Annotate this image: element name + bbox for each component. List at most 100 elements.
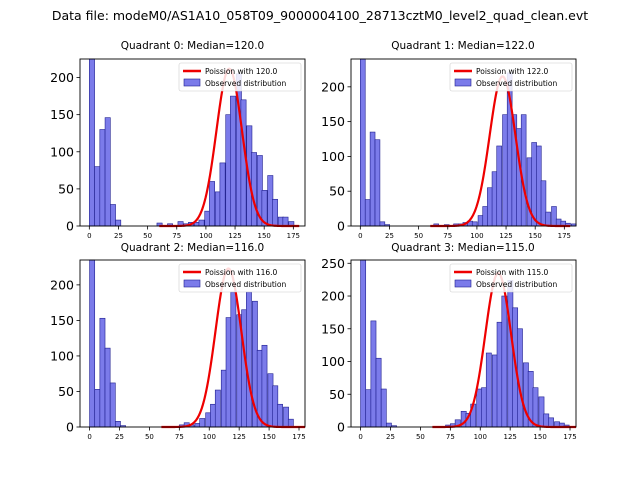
histogram-bar (491, 354, 498, 428)
y-tick-label: 0 (66, 219, 74, 234)
x-tick-label: 75 (446, 433, 455, 441)
histogram-bar (115, 421, 121, 428)
legend-hist-swatch (454, 279, 472, 288)
histogram-bar (219, 162, 226, 227)
histogram-bar (104, 117, 111, 227)
histogram-bar (230, 291, 237, 428)
histogram-bar (379, 221, 386, 227)
x-tick-label: 150 (529, 232, 542, 240)
histogram-bar (110, 204, 116, 227)
y-tick-label: 200 (50, 70, 74, 85)
x-tick-label: 25 (114, 232, 123, 240)
histogram-bar (374, 139, 381, 227)
y-tick-label: 50 (329, 184, 345, 199)
histogram-bar (502, 114, 508, 227)
legend-hist-swatch (183, 279, 201, 288)
axes-frame (350, 58, 577, 227)
histogram-bar (477, 215, 484, 227)
y-tick-label: 100 (50, 144, 74, 159)
y-tick-label: 200 (50, 277, 74, 292)
histogram-bar (194, 423, 201, 428)
histogram-bar (240, 99, 247, 227)
quadrant-2-legend: Poission with 116.0 Observed distributio… (178, 263, 302, 293)
x-tick-label: 25 (385, 232, 394, 240)
quadrant-0-title: Quadrant 0: Median=120.0 (121, 40, 264, 52)
y-tick-label: 200 (321, 289, 345, 304)
y-tick-label: 250 (321, 256, 345, 271)
histogram-bar (370, 320, 377, 428)
histogram-bar (99, 129, 106, 227)
histogram-bar (199, 418, 206, 428)
histogram-bar (287, 418, 294, 428)
quadrant-2-title: Quadrant 2: Median=116.0 (121, 242, 264, 254)
x-tick-label: 75 (443, 232, 452, 240)
legend-hist-label: Observed distribution (476, 79, 557, 88)
quadrant-1-legend: Poission with 122.0 Observed distributio… (449, 62, 573, 92)
histogram-bar (89, 58, 95, 227)
histogram-bar (540, 180, 547, 227)
y-tick-label: 50 (58, 384, 74, 399)
histogram-bar (536, 145, 542, 227)
axes-frame (350, 259, 577, 428)
histogram-bar (99, 317, 106, 428)
histogram-bar (496, 321, 503, 428)
histogram-bar (277, 403, 283, 428)
y-tick-label: 0 (337, 420, 345, 435)
y-tick-label: 150 (321, 321, 345, 336)
histogram-bar (487, 187, 493, 227)
histogram-bar (115, 219, 122, 227)
y-tick-label: 0 (337, 219, 345, 234)
quadrant-0-legend: Poission with 120.0 Observed distributio… (178, 62, 302, 92)
histogram-bar (251, 152, 257, 227)
legend-hist-label: Observed distribution (205, 79, 286, 88)
histogram-bar (491, 171, 498, 227)
histogram-bar (545, 211, 551, 227)
histogram-bar (471, 221, 478, 227)
histogram-bar (551, 206, 557, 227)
x-tick-label: 75 (175, 433, 184, 441)
x-tick-label: 175 (563, 433, 576, 441)
histogram-bar (485, 352, 492, 428)
histogram-bar (230, 95, 236, 227)
histogram-bar (94, 389, 101, 428)
legend-hist-swatch (183, 78, 201, 87)
histogram-bar (364, 199, 371, 227)
histogram-bar (225, 317, 232, 428)
y-tick-label: 150 (50, 107, 74, 122)
x-tick-label: 150 (533, 433, 546, 441)
figure-title: Data file: modeM0/AS1A10_058T09_90000041… (52, 8, 588, 23)
y-tick-label: 200 (321, 79, 345, 94)
x-tick-label: 25 (115, 433, 124, 441)
x-tick-label: 125 (228, 232, 241, 240)
y-tick-label: 100 (321, 149, 345, 164)
y-tick-label: 50 (329, 387, 345, 402)
x-tick-label: 175 (287, 232, 300, 240)
quadrant-1-title: Quadrant 1: Median=122.0 (391, 40, 534, 52)
x-tick-label: 100 (203, 433, 216, 441)
x-tick-label: 75 (172, 232, 181, 240)
histogram-bar (104, 347, 111, 428)
y-tick-label: 100 (50, 348, 74, 363)
x-tick-label: 0 (358, 433, 362, 441)
quadrant-2-panel: Quadrant 2: Median=116.0 0 25 50 75 100 125 15… (50, 242, 306, 441)
x-tick-label: 150 (262, 433, 275, 441)
histogram-bar (267, 373, 274, 428)
x-tick-label: 175 (292, 433, 305, 441)
histogram-bar (89, 259, 96, 428)
axes-frame (79, 259, 306, 428)
x-tick-label: 100 (199, 232, 212, 240)
histogram-bar (94, 166, 101, 227)
axes-frame (79, 58, 306, 227)
legend-curve-label: Poission with 116.0 (205, 268, 278, 277)
histogram-bar (198, 219, 205, 227)
x-tick-label: 0 (358, 232, 362, 240)
legend-box (449, 62, 573, 92)
legend-hist-swatch (454, 78, 472, 87)
x-tick-label: 100 (474, 433, 487, 441)
histogram-bar (482, 206, 488, 227)
histogram-bar (380, 388, 387, 428)
histogram-bar (210, 403, 216, 428)
y-tick-label: 100 (321, 354, 345, 369)
x-tick-label: 25 (386, 433, 395, 441)
histogram-bar (476, 388, 483, 428)
